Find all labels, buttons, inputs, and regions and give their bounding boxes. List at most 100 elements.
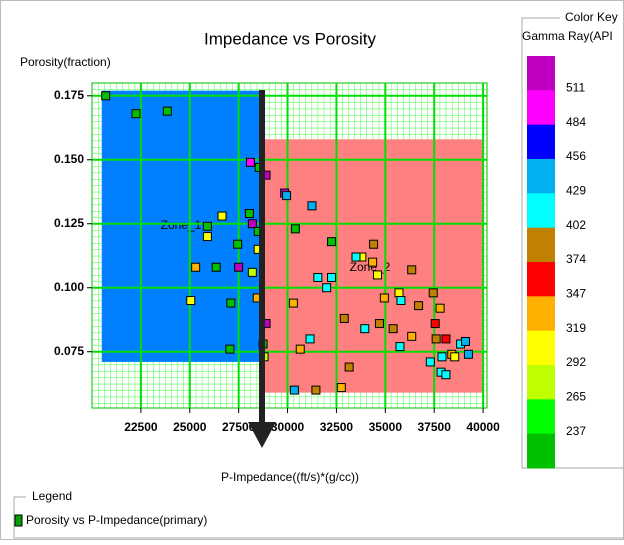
data-point [339, 313, 349, 323]
y-axis-label: Porosity(fraction) [20, 55, 111, 69]
color-key-band [527, 124, 555, 160]
data-point [313, 272, 323, 282]
data-point [233, 239, 243, 249]
data-point [289, 385, 299, 395]
data-point [351, 252, 361, 262]
data-point [282, 191, 292, 201]
color-key-tick: 265 [566, 390, 586, 404]
data-point [407, 265, 417, 275]
data-point [388, 324, 398, 334]
data-point [441, 334, 451, 344]
color-key-frame [521, 17, 624, 469]
data-point [245, 157, 255, 167]
data-point [369, 239, 379, 249]
data-point [407, 331, 417, 341]
data-point [396, 296, 406, 306]
data-point [131, 109, 141, 119]
data-point [186, 296, 196, 306]
data-point [327, 237, 337, 247]
data-point [217, 211, 227, 221]
y-tick-label: 0.075 [54, 344, 84, 358]
color-key-tick: 374 [566, 252, 586, 266]
x-tick-label: 27500 [222, 420, 256, 434]
color-key-tick: 292 [566, 355, 586, 369]
x-tick-label: 32500 [320, 420, 354, 434]
color-key-band [527, 399, 555, 435]
data-point [372, 270, 382, 280]
data-point [322, 283, 332, 293]
data-point [327, 272, 337, 282]
data-point [226, 298, 236, 308]
x-tick-label: 37500 [418, 420, 452, 434]
data-point [450, 352, 460, 362]
data-point [247, 267, 257, 277]
data-point [344, 362, 354, 372]
data-point [428, 288, 438, 298]
data-point [234, 262, 244, 272]
color-key-band [527, 159, 555, 194]
color-key-band [527, 262, 555, 297]
x-axis-label: P-Impedance((ft/s)*(g/cc)) [221, 470, 359, 484]
data-point [295, 344, 305, 354]
color-key-band [527, 56, 555, 91]
data-point [311, 385, 321, 395]
color-key-tick: 511 [566, 81, 585, 95]
legend-title: Legend [32, 489, 72, 503]
data-point [374, 319, 384, 329]
color-key-band [527, 365, 555, 400]
data-point [307, 201, 317, 211]
color-key-tick: 429 [566, 184, 586, 198]
data-point [425, 357, 435, 367]
data-point [202, 221, 212, 231]
color-key-label: Gamma Ray(API [522, 29, 613, 43]
zone-label: Zone_1 [161, 218, 202, 232]
data-point [244, 209, 254, 219]
color-key-tick: 237 [566, 424, 586, 438]
color-key-tick: 402 [566, 218, 586, 232]
data-point [368, 257, 378, 267]
data-point [430, 319, 440, 329]
data-point [288, 298, 298, 308]
color-key-band [527, 193, 555, 229]
color-key-tick: 456 [566, 149, 586, 163]
data-point [394, 288, 404, 298]
x-tick-label: 22500 [124, 420, 158, 434]
data-point [247, 219, 257, 229]
data-point [395, 342, 405, 352]
data-point [441, 370, 451, 380]
chart-title: Impedance vs Porosity [204, 29, 376, 48]
data-point [202, 232, 212, 242]
x-tick-label: 40000 [466, 420, 500, 434]
y-tick-label: 0.150 [54, 152, 84, 166]
data-point [290, 224, 300, 234]
y-tick-label: 0.100 [54, 280, 84, 294]
data-point [162, 106, 172, 116]
color-key-band [527, 433, 555, 469]
data-point [305, 334, 315, 344]
color-key-title: Color Key [565, 10, 618, 24]
color-key-band [527, 227, 555, 263]
color-key-band [527, 330, 555, 366]
y-tick-label: 0.175 [54, 88, 84, 102]
color-key-tick: 347 [566, 287, 586, 301]
data-point [463, 349, 473, 359]
data-point [211, 262, 221, 272]
data-point [437, 352, 447, 362]
legend-swatch [14, 514, 23, 527]
data-point [336, 383, 346, 393]
legend-frame [13, 496, 624, 539]
data-point [431, 334, 441, 344]
data-point [360, 324, 370, 334]
color-key-band [527, 90, 555, 126]
color-key-band [527, 296, 555, 332]
data-point [379, 293, 389, 303]
data-point [414, 301, 424, 311]
legend-entry: Porosity vs P-Impedance(primary) [26, 513, 207, 527]
x-tick-label: 35000 [369, 420, 403, 434]
x-tick-label: 30000 [271, 420, 305, 434]
color-key-tick: 319 [566, 321, 586, 335]
data-point [460, 336, 470, 346]
arrow [248, 90, 276, 448]
data-point [191, 262, 201, 272]
